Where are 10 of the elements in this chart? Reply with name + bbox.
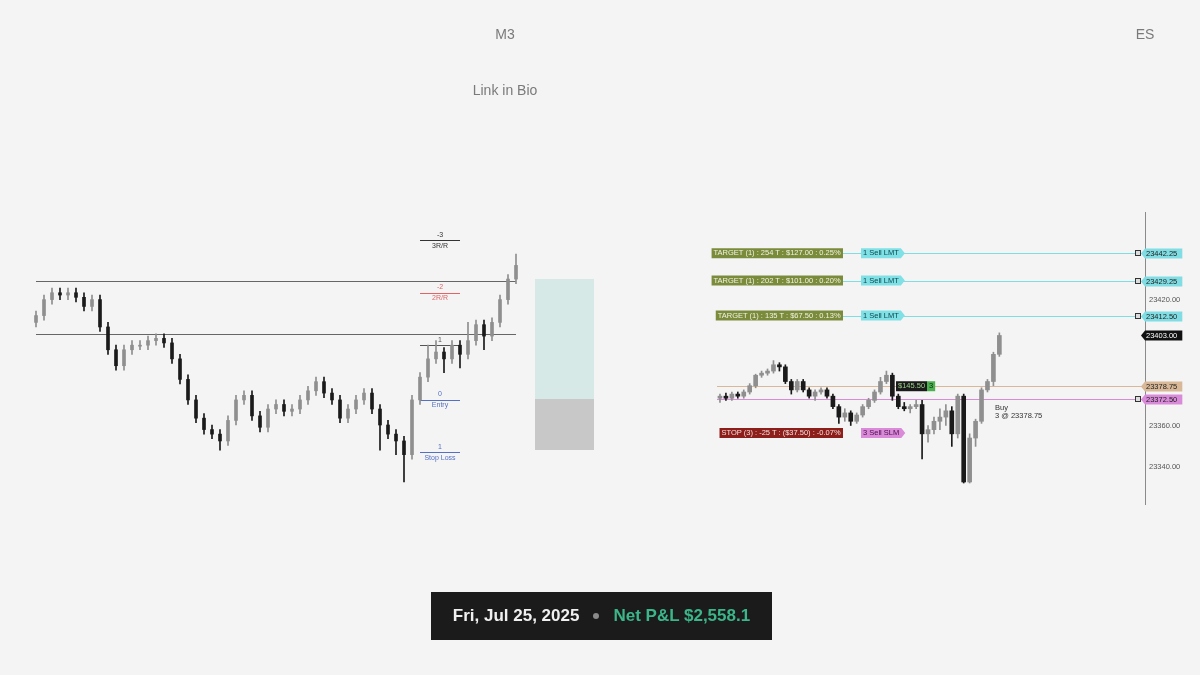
candlestick: [58, 287, 62, 300]
text: Net P&L $2,558.1: [613, 606, 751, 626]
candlestick: [290, 404, 294, 417]
text: Fri, Jul 25, 2025: [452, 606, 580, 626]
chart-title: ES: [1134, 26, 1156, 42]
candlestick: [154, 333, 158, 346]
chart-title: M3: [494, 26, 516, 42]
chart-subtitle: Link in Bio: [471, 82, 539, 98]
candlestick: [138, 340, 142, 351]
candlestick: [66, 287, 70, 300]
